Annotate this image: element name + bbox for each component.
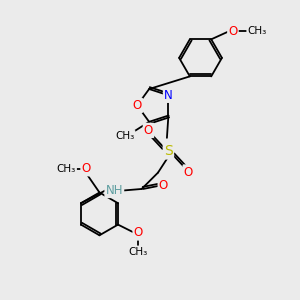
Text: O: O: [134, 226, 143, 239]
Text: O: O: [133, 99, 142, 112]
Text: O: O: [144, 124, 153, 137]
Text: CH₃: CH₃: [129, 247, 148, 257]
Text: O: O: [184, 166, 193, 178]
Text: S: S: [164, 144, 173, 158]
Text: CH₃: CH₃: [248, 26, 267, 36]
Text: CH₃: CH₃: [57, 164, 76, 174]
Text: N: N: [164, 89, 173, 102]
Text: CH₃: CH₃: [115, 131, 134, 141]
Text: O: O: [82, 162, 91, 175]
Text: O: O: [159, 179, 168, 193]
Text: O: O: [228, 25, 238, 38]
Text: NH: NH: [106, 184, 123, 197]
